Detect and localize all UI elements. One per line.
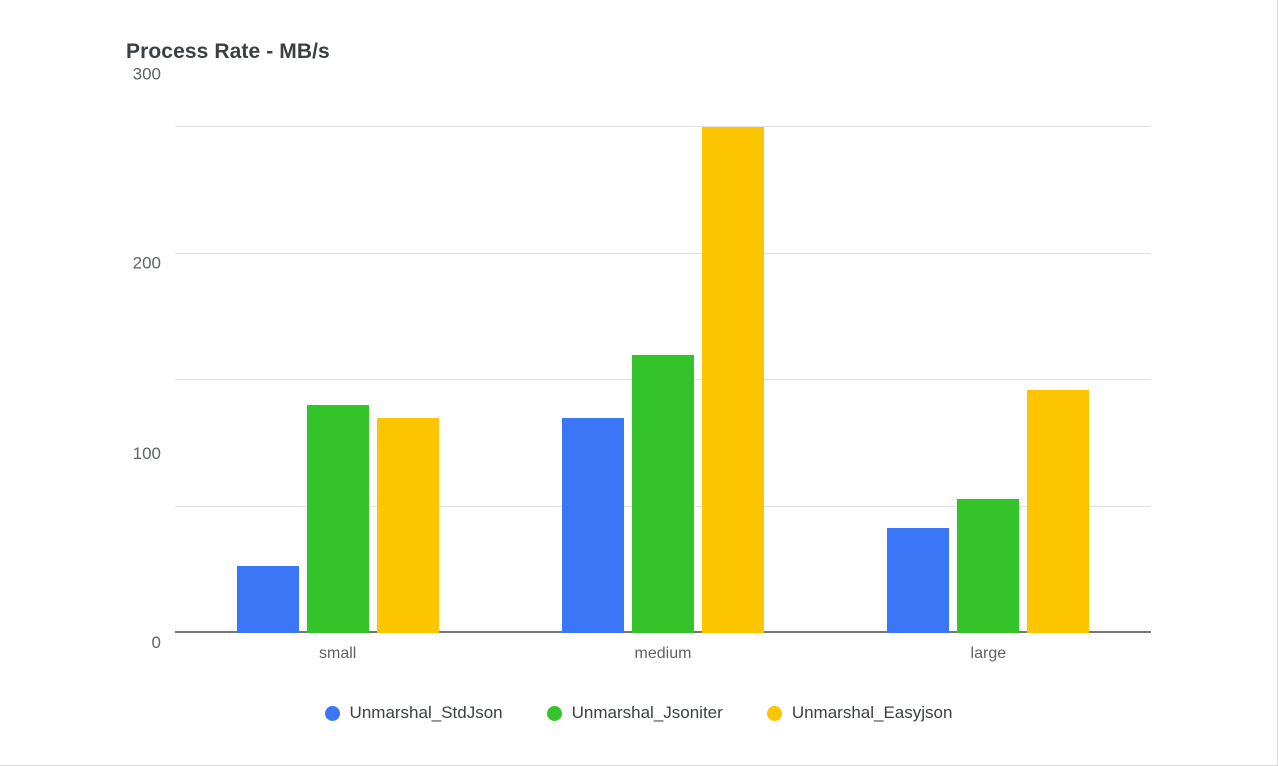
gridline (175, 126, 1151, 127)
bar[interactable] (632, 354, 694, 633)
legend-item[interactable]: Unmarshal_Easyjson (766, 703, 953, 723)
bar[interactable] (236, 565, 299, 633)
bar-group (562, 127, 764, 633)
legend-label: Unmarshal_StdJson (349, 703, 503, 722)
legend-label: Unmarshal_Easyjson (791, 703, 953, 722)
bar-group (236, 127, 439, 633)
bar[interactable] (702, 127, 764, 633)
legend-swatch-icon (766, 705, 782, 721)
bar[interactable] (562, 417, 624, 633)
bar[interactable] (306, 405, 369, 633)
chart-legend: Unmarshal_StdJson Unmarshal_Jsoniter Unmar… (0, 703, 1277, 723)
category-label-medium: medium (634, 645, 692, 662)
legend-item[interactable]: Unmarshal_Jsoniter (546, 703, 723, 723)
chart-title: Process Rate - MB/s (126, 40, 330, 63)
y-tick-label: 100 (132, 443, 161, 463)
y-tick-label: 300 (132, 63, 161, 83)
category-label-small: small (318, 645, 357, 662)
legend-label: Unmarshal_Jsoniter (571, 703, 723, 722)
bars-layer (175, 127, 1151, 633)
y-tick-label: 200 (132, 253, 161, 273)
y-tick-label: 400 (133, 0, 161, 380)
legend-item[interactable]: Unmarshal_StdJson (324, 703, 503, 723)
category-label-large: large (970, 645, 1007, 662)
bar[interactable] (1027, 390, 1090, 633)
bar[interactable] (376, 417, 439, 633)
bar[interactable] (887, 528, 950, 633)
bar-group (887, 127, 1090, 633)
plot-area: 0100200300400 (133, 64, 1151, 652)
gridline (175, 252, 1151, 254)
legend-swatch-icon (546, 705, 562, 721)
bar[interactable] (957, 498, 1020, 633)
legend-swatch-icon (324, 705, 340, 721)
